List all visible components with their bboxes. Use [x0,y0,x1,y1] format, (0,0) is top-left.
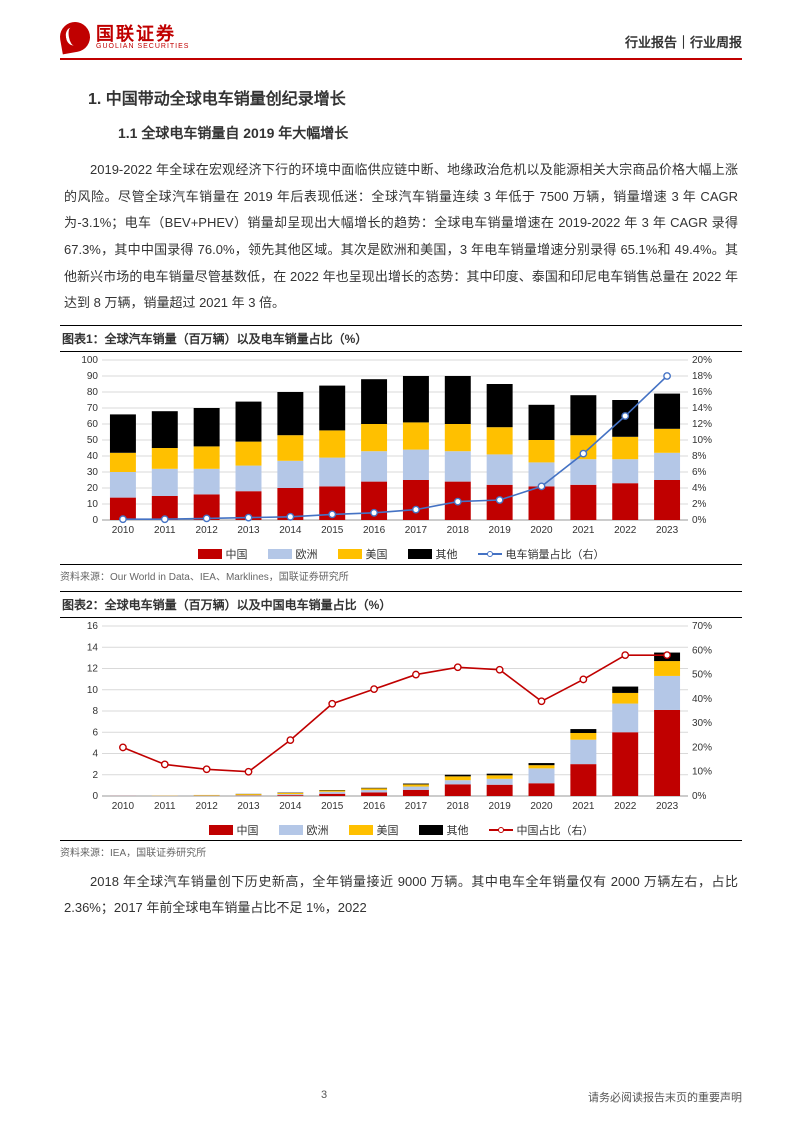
svg-text:2021: 2021 [572,525,595,536]
svg-text:2021: 2021 [572,801,595,812]
subsection-number: 1.1 [118,125,137,141]
svg-text:2023: 2023 [656,801,679,812]
body-paragraph-1: 2019-2022 年全球在宏观经济下行的环境中面临供应链中断、地缘政治危机以及… [64,157,738,317]
figure2-chart: 0 2 4 6 8 10 12 14 16 0% 10% 20% 30% 40% 50% 60% 70% 2010… [60,618,742,840]
svg-text:4%: 4% [692,483,707,494]
svg-text:50%: 50% [692,669,712,680]
svg-text:20%: 20% [692,355,712,366]
logo-text-en: GUOLIAN SECURITIES [96,43,189,50]
svg-text:10%: 10% [692,767,712,778]
figure1-legend: 中国欧洲美国其他电车销量占比（右） [60,542,742,564]
svg-text:2012: 2012 [196,801,219,812]
svg-text:10%: 10% [692,435,712,446]
svg-text:90: 90 [87,371,99,382]
subsection-title: 全球电车销量自 2019 年大幅增长 [141,125,348,141]
subsection-heading: 1.1 全球电车销量自 2019 年大幅增长 [118,123,742,143]
svg-text:4: 4 [92,748,98,759]
logo-icon [58,20,93,55]
section-number: 1. [88,91,101,108]
svg-text:2020: 2020 [530,525,553,536]
figure1-source: 资料来源：Our World in Data、IEA、Marklines，国联证… [60,564,742,583]
svg-text:0: 0 [92,791,98,802]
svg-text:18%: 18% [692,371,712,382]
svg-text:2011: 2011 [154,801,176,812]
header-rule [60,58,742,60]
page-footer: 3 请务必阅读报告末页的重要声明 [60,1089,742,1105]
figure1-title: 图表1：全球汽车销量（百万辆）以及电车销量占比（%） [60,325,742,352]
svg-text:40: 40 [87,451,99,462]
svg-text:60%: 60% [692,645,712,656]
svg-text:2015: 2015 [321,801,344,812]
svg-text:0: 0 [92,515,98,526]
svg-text:2%: 2% [692,499,707,510]
svg-text:2015: 2015 [321,525,344,536]
svg-text:14: 14 [87,642,99,653]
svg-text:30: 30 [87,467,99,478]
svg-text:2010: 2010 [112,801,135,812]
svg-text:8: 8 [92,706,98,717]
page-number: 3 [321,1089,327,1105]
svg-text:2019: 2019 [489,525,512,536]
figure2-legend: 中国欧洲美国其他中国占比（右） [60,818,742,840]
svg-text:6: 6 [92,727,98,738]
svg-text:16: 16 [87,621,99,632]
svg-text:80: 80 [87,387,99,398]
svg-text:8%: 8% [692,451,707,462]
body-paragraph-2: 2018 年全球汽车销量创下历史新高，全年销量接近 9000 万辆。其中电车全年… [64,869,738,922]
svg-text:0%: 0% [692,515,707,526]
section-heading: 1. 中国带动全球电车销量创纪录增长 [88,85,742,109]
svg-text:0%: 0% [692,791,707,802]
svg-text:2017: 2017 [405,525,428,536]
svg-text:2012: 2012 [196,525,219,536]
brand-logo: 国联证券 GUOLIAN SECURITIES [60,22,189,52]
svg-text:2018: 2018 [447,801,470,812]
svg-text:2016: 2016 [363,525,386,536]
section-title: 中国带动全球电车销量创纪录增长 [106,91,346,108]
svg-text:12%: 12% [692,419,712,430]
header-category: 行业报告｜行业周报 [625,32,742,51]
svg-text:2017: 2017 [405,801,428,812]
svg-text:6%: 6% [692,467,707,478]
svg-text:60: 60 [87,419,99,430]
logo-text-cn: 国联证券 [96,25,189,43]
svg-text:2020: 2020 [530,801,553,812]
svg-text:70: 70 [87,403,99,414]
svg-text:2013: 2013 [237,525,260,536]
svg-text:2022: 2022 [614,801,637,812]
svg-text:70%: 70% [692,621,712,632]
svg-text:2016: 2016 [363,801,386,812]
svg-text:2010: 2010 [112,525,135,536]
svg-text:10: 10 [87,685,99,696]
svg-text:2022: 2022 [614,525,637,536]
svg-text:20: 20 [87,483,99,494]
svg-text:30%: 30% [692,718,712,729]
svg-text:100: 100 [81,355,98,366]
figure1-chart: 0 10 20 30 40 50 60 70 80 90 100 0% 2% 4% 6% 8% 10% 12% 14… [60,352,742,564]
figure2-title: 图表2：全球电车销量（百万辆）以及中国电车销量占比（%） [60,591,742,618]
svg-text:2014: 2014 [279,525,302,536]
figure2-source: 资料来源：IEA，国联证券研究所 [60,840,742,859]
svg-text:2014: 2014 [279,801,302,812]
svg-text:10: 10 [87,499,99,510]
svg-text:2023: 2023 [656,525,679,536]
footer-disclaimer: 请务必阅读报告末页的重要声明 [588,1089,742,1105]
svg-text:16%: 16% [692,387,712,398]
svg-text:2011: 2011 [154,525,176,536]
svg-text:2019: 2019 [489,801,512,812]
svg-text:2018: 2018 [447,525,470,536]
svg-text:20%: 20% [692,742,712,753]
svg-text:50: 50 [87,435,99,446]
svg-text:2: 2 [92,770,98,781]
svg-text:12: 12 [87,663,99,674]
svg-text:40%: 40% [692,694,712,705]
svg-text:14%: 14% [692,403,712,414]
svg-text:2013: 2013 [237,801,260,812]
